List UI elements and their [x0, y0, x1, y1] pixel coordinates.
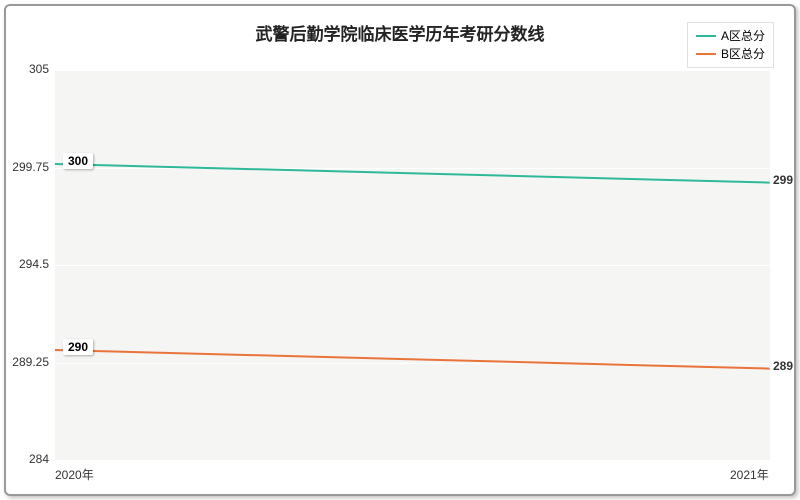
gridline: [55, 70, 770, 71]
gridline: [55, 363, 770, 364]
legend-label-b: B区总分: [721, 45, 765, 63]
y-tick-label: 284: [4, 452, 49, 466]
plot-area: 300 290: [55, 70, 770, 460]
y-tick-label: 299.75: [4, 160, 49, 174]
chart-container: 武警后勤学院临床医学历年考研分数线 A区总分 B区总分 300 290 284 28…: [0, 0, 800, 500]
legend-swatch-a: [696, 35, 716, 37]
legend-swatch-b: [696, 53, 716, 55]
legend-item-a: A区总分: [696, 27, 765, 45]
chart-title: 武警后勤学院临床医学历年考研分数线: [0, 20, 800, 45]
value-label-right: 289: [773, 359, 793, 373]
x-tick-label: 2021年: [730, 466, 769, 483]
gridline: [55, 460, 770, 461]
series-line: [55, 349, 770, 370]
value-label-right: 299: [773, 173, 793, 187]
x-tick-label: 2020年: [55, 466, 94, 483]
legend: A区总分 B区总分: [687, 22, 774, 68]
gridline: [55, 265, 770, 266]
value-label-left: 300: [63, 153, 93, 169]
y-tick-label: 305: [4, 62, 49, 76]
legend-item-b: B区总分: [696, 45, 765, 63]
y-tick-label: 294.5: [4, 257, 49, 271]
legend-label-a: A区总分: [721, 27, 765, 45]
y-tick-label: 289.25: [4, 355, 49, 369]
value-label-left: 290: [63, 339, 93, 355]
series-line: [55, 163, 770, 184]
